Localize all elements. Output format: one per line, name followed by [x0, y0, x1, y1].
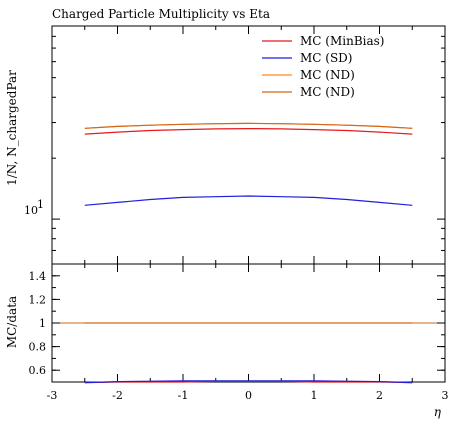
x-tick-label: -2: [112, 389, 123, 402]
x-tick-label: 1: [311, 389, 318, 402]
main-panel-frame: [51, 25, 446, 265]
x-tick-label: 2: [376, 389, 383, 402]
legend-label: MC (MinBias): [300, 34, 384, 48]
main-axis-ticks: [51, 25, 446, 265]
ratio-ytick-label: 1: [39, 317, 46, 330]
main-series-line: [84, 195, 413, 206]
ratio-series-line: [84, 380, 413, 384]
x-tick-label: 0: [245, 389, 252, 402]
ratio-ylabel: MC/data: [5, 296, 19, 348]
main-series-line: [84, 127, 413, 135]
main-series-group: [84, 122, 413, 206]
ratio-ytick-label: 0.6: [29, 364, 47, 377]
main-ylabel: 1/N, N_chargedPar: [5, 70, 19, 186]
chart-title: Charged Particle Multiplicity vs Eta: [52, 7, 270, 21]
ratio-ytick-label: 1.4: [29, 270, 47, 283]
x-axis-label: η: [434, 405, 442, 419]
main-ytick-base: 10: [24, 204, 38, 217]
legend-label: MC (SD): [300, 51, 353, 65]
ratio-axis-ticks: -3 -2 -1 0 1 2 3 0.6 0.8 1 1.2 1.4: [29, 263, 449, 402]
ratio-ytick-label: 0.8: [29, 341, 47, 354]
x-tick-label: -1: [178, 389, 189, 402]
ratio-series-group: [84, 322, 413, 384]
main-ytick-exponent: 1: [37, 198, 44, 211]
main-ytick-10: 10 1: [24, 198, 44, 217]
legend-label: MC (ND): [300, 68, 355, 82]
x-tick-label: 3: [442, 389, 449, 402]
legend: MC (MinBias) MC (SD) MC (ND) MC (ND): [262, 34, 384, 99]
legend-label: MC (ND): [300, 85, 355, 99]
main-series-line: [84, 122, 413, 129]
ratio-ytick-label: 1.2: [29, 293, 47, 306]
x-tick-label: -3: [47, 389, 58, 402]
